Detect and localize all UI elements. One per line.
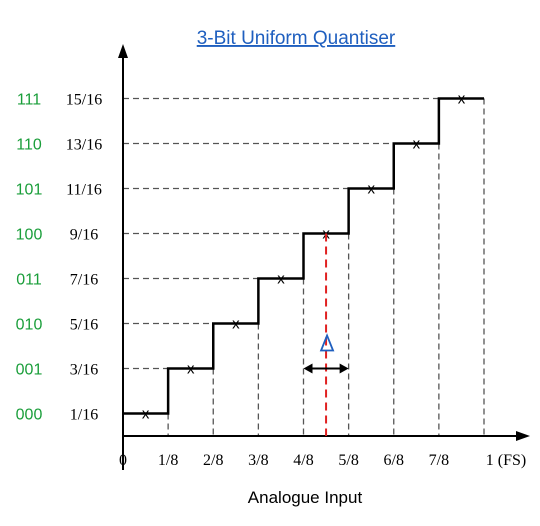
code-label: 001	[16, 362, 43, 379]
level-label: 7/16	[70, 272, 98, 289]
code-label: 110	[16, 137, 42, 154]
x-tick-label: 6/8	[384, 452, 404, 469]
quantiser-staircase	[123, 97, 484, 415]
chart-title: 3-Bit Uniform Quantiser	[197, 28, 396, 49]
reconstruction-point: x	[187, 361, 195, 378]
x-axis-arrow	[516, 431, 530, 441]
error-annotations	[303, 233, 349, 436]
code-label: 111	[17, 92, 41, 109]
x-tick-label: 7/8	[429, 452, 449, 469]
code-label: 011	[16, 272, 42, 289]
x-axis-label: Analogue Input	[248, 488, 363, 507]
reconstruction-point: x	[232, 316, 240, 333]
code-label: 100	[16, 227, 43, 244]
level-label: 13/16	[66, 137, 102, 154]
delta-arrowhead-right	[339, 363, 349, 374]
reconstruction-point: x	[277, 271, 285, 288]
code-label: 101	[16, 182, 43, 199]
level-label: 15/16	[66, 92, 102, 109]
reconstruction-point: x	[458, 91, 466, 108]
x-tick-label: 1 (FS)	[486, 452, 526, 469]
guide-lines	[123, 97, 485, 436]
reconstruction-point: x	[367, 181, 375, 198]
level-labels: 1/16 3/16 5/16 7/16 9/16 11/16 13/16 15/16	[66, 92, 102, 424]
staircase	[123, 97, 484, 415]
code-label: 010	[16, 317, 43, 334]
delta-triangle-icon	[319, 333, 335, 352]
x-tick-label: 3/8	[248, 452, 268, 469]
x-tick-label: 5/8	[338, 452, 358, 469]
code-labels: 000 001 010 011 100 101 110 111	[16, 92, 43, 424]
y-axis-arrow	[118, 44, 128, 58]
delta-arrowhead-left	[303, 363, 313, 374]
level-label: 5/16	[70, 317, 98, 334]
level-label: 3/16	[70, 362, 98, 379]
reconstruction-point: x	[142, 406, 150, 423]
x-tick-label: 2/8	[203, 452, 223, 469]
x-tick-label: 4/8	[293, 452, 313, 469]
level-label: 9/16	[70, 227, 98, 244]
x-tick-label: 0	[119, 452, 127, 469]
x-tick-labels: 0 1/8 2/8 3/8 4/8 5/8 6/8 7/8 1 (FS)	[119, 452, 526, 469]
code-label: 000	[16, 407, 43, 424]
reconstruction-point: x	[413, 136, 421, 153]
x-tick-label: 1/8	[158, 452, 178, 469]
level-label: 11/16	[66, 182, 102, 199]
level-label: 1/16	[70, 407, 98, 424]
